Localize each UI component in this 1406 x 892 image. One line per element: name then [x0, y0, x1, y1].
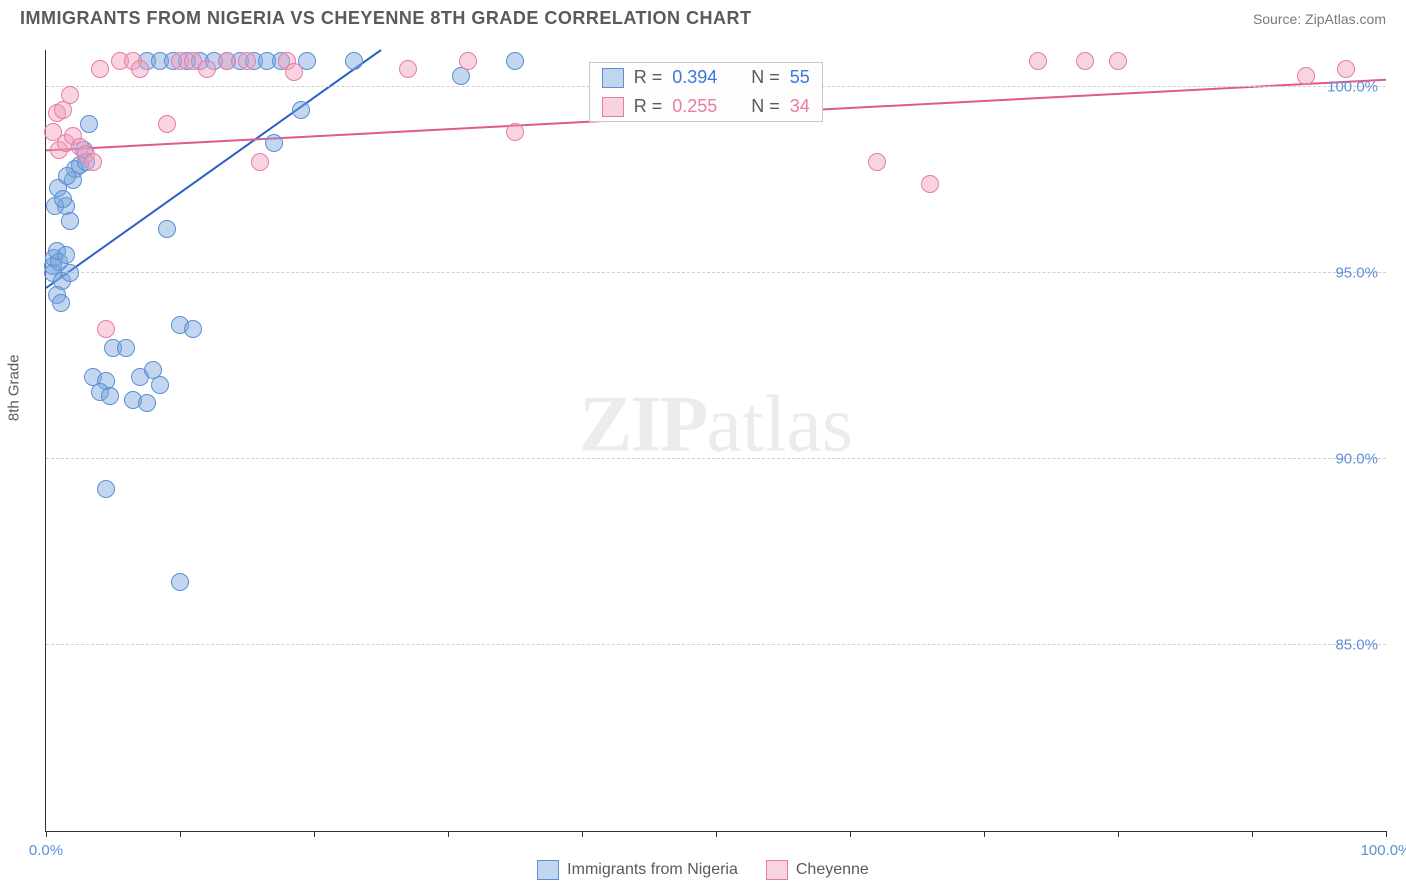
legend-item: Cheyenne — [766, 860, 869, 880]
legend-swatch — [602, 97, 624, 117]
data-point — [97, 480, 115, 498]
legend-swatch — [537, 860, 559, 880]
x-tick — [1252, 831, 1253, 837]
data-point — [459, 52, 477, 70]
data-point — [57, 246, 75, 264]
data-point — [1109, 52, 1127, 70]
data-point — [58, 167, 76, 185]
data-point — [184, 320, 202, 338]
data-point — [61, 264, 79, 282]
gridline — [46, 644, 1386, 645]
data-point — [97, 320, 115, 338]
x-tick — [314, 831, 315, 837]
stats-n-value: 34 — [790, 96, 810, 117]
y-tick-label: 90.0% — [1335, 451, 1378, 468]
x-tick — [716, 831, 717, 837]
y-tick-label: 100.0% — [1327, 79, 1378, 96]
data-point — [345, 52, 363, 70]
y-tick-label: 95.0% — [1335, 265, 1378, 282]
chart-title: IMMIGRANTS FROM NIGERIA VS CHEYENNE 8TH … — [20, 8, 752, 29]
data-point — [101, 387, 119, 405]
stats-n-value: 55 — [790, 67, 810, 88]
data-point — [251, 153, 269, 171]
chart-plot-area: ZIPatlas 85.0%90.0%95.0%100.0%0.0%100.0%… — [45, 50, 1386, 832]
data-point — [292, 101, 310, 119]
x-tick — [1118, 831, 1119, 837]
x-tick — [984, 831, 985, 837]
y-axis-label: 8th Grade — [6, 354, 23, 421]
data-point — [1029, 52, 1047, 70]
legend-item: Immigrants from Nigeria — [537, 860, 738, 880]
x-tick — [180, 831, 181, 837]
x-tick — [46, 831, 47, 837]
chart-source: Source: ZipAtlas.com — [1253, 11, 1386, 27]
data-point — [52, 294, 70, 312]
data-point — [117, 339, 135, 357]
legend-swatch — [766, 860, 788, 880]
data-point — [138, 394, 156, 412]
x-tick — [1386, 831, 1387, 837]
legend: Immigrants from Nigeria Cheyenne — [0, 860, 1406, 880]
data-point — [158, 220, 176, 238]
legend-swatch — [602, 68, 624, 88]
data-point — [61, 86, 79, 104]
data-point — [1337, 60, 1355, 78]
data-point — [1297, 67, 1315, 85]
x-tick — [850, 831, 851, 837]
data-point — [84, 153, 102, 171]
legend-label: Cheyenne — [796, 861, 869, 879]
chart-header: IMMIGRANTS FROM NIGERIA VS CHEYENNE 8TH … — [0, 0, 1406, 33]
data-point — [171, 573, 189, 591]
data-point — [61, 212, 79, 230]
stats-n-label: N = — [751, 96, 780, 117]
y-tick-label: 85.0% — [1335, 637, 1378, 654]
x-tick-label: 100.0% — [1361, 842, 1406, 859]
legend-label: Immigrants from Nigeria — [567, 861, 738, 879]
data-point — [131, 60, 149, 78]
x-tick-label: 0.0% — [29, 842, 63, 859]
data-point — [265, 134, 283, 152]
gridline — [46, 458, 1386, 459]
data-point — [285, 63, 303, 81]
data-point — [506, 52, 524, 70]
data-point — [151, 376, 169, 394]
data-point — [218, 52, 236, 70]
data-point — [198, 60, 216, 78]
x-tick — [582, 831, 583, 837]
data-point — [1076, 52, 1094, 70]
stats-r-label: R = — [634, 67, 663, 88]
x-tick — [448, 831, 449, 837]
data-point — [91, 60, 109, 78]
data-point — [868, 153, 886, 171]
stats-box: R = 0.394 N = 55 R = 0.255 N = 34 — [589, 62, 823, 122]
stats-row: R = 0.255 N = 34 — [590, 92, 822, 121]
stats-r-value: 0.255 — [672, 96, 717, 117]
gridline — [46, 272, 1386, 273]
data-point — [399, 60, 417, 78]
trend-lines — [46, 50, 1386, 831]
data-point — [158, 115, 176, 133]
data-point — [54, 190, 72, 208]
data-point — [506, 123, 524, 141]
data-point — [238, 52, 256, 70]
stats-r-value: 0.394 — [672, 67, 717, 88]
stats-r-label: R = — [634, 96, 663, 117]
data-point — [921, 175, 939, 193]
stats-row: R = 0.394 N = 55 — [590, 63, 822, 92]
stats-n-label: N = — [751, 67, 780, 88]
data-point — [80, 115, 98, 133]
